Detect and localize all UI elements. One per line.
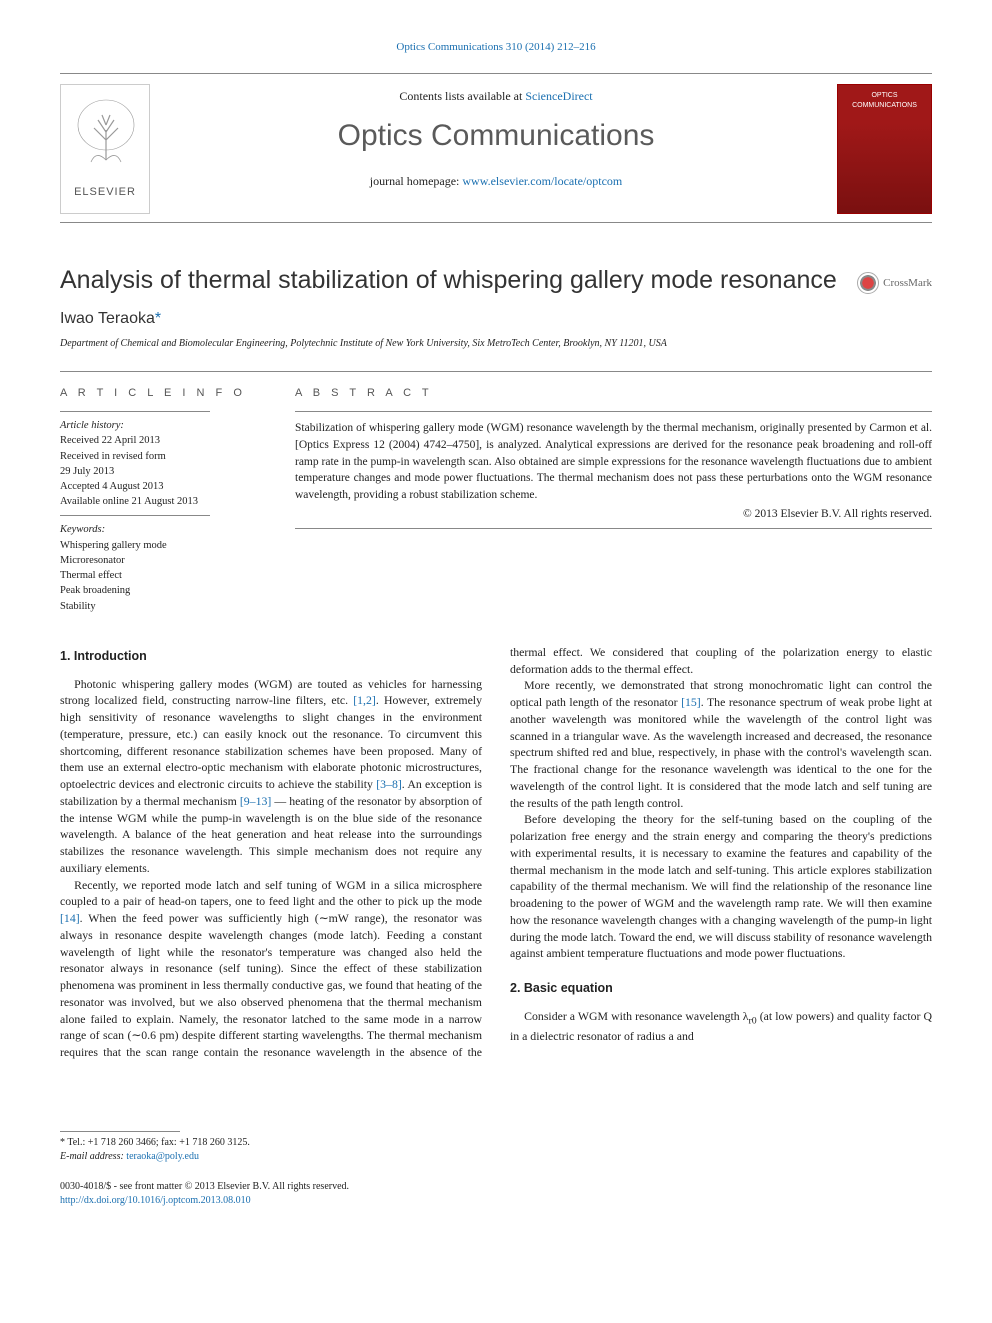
journal-header: ELSEVIER Contents lists available at Sci… xyxy=(60,73,932,223)
keywords-label: Keywords: xyxy=(60,522,265,537)
doi-link[interactable]: http://dx.doi.org/10.1016/j.optcom.2013.… xyxy=(60,1195,251,1206)
footnote-marker: * xyxy=(60,1137,65,1148)
info-rule-1 xyxy=(60,411,210,412)
keywords-block: Keywords: Whispering gallery mode Micror… xyxy=(60,522,265,613)
cover-title-line2: COMMUNICATIONS xyxy=(838,101,931,111)
abstract-copyright: © 2013 Elsevier B.V. All rights reserved… xyxy=(295,506,932,522)
keyword: Microresonator xyxy=(60,553,265,568)
paragraph: Consider a WGM with resonance wavelength… xyxy=(510,1008,932,1045)
cover-title-line1: OPTICS xyxy=(838,91,931,101)
crossmark-icon xyxy=(857,272,879,294)
section-1-title: 1. Introduction xyxy=(60,648,482,666)
revised-date-l2: 29 July 2013 xyxy=(60,464,265,479)
footnote-tel: Tel.: +1 718 260 3466; fax: +1 718 260 3… xyxy=(67,1137,250,1148)
abstract-text: Stabilization of whispering gallery mode… xyxy=(295,420,932,503)
citation-link[interactable]: [1,2] xyxy=(353,693,376,707)
author-name: Iwao Teraoka xyxy=(60,310,155,327)
article-history: Article history: Received 22 April 2013 … xyxy=(60,418,265,509)
header-center: Contents lists available at ScienceDirec… xyxy=(180,88,812,190)
citation-link[interactable]: [15] xyxy=(681,695,701,709)
body-text: Recently, we reported mode latch and sel… xyxy=(60,878,482,909)
abstract-heading: A B S T R A C T xyxy=(295,386,932,401)
history-label: Article history: xyxy=(60,418,265,433)
abstract-column: A B S T R A C T Stabilization of whisper… xyxy=(295,386,932,620)
revised-date-l1: Received in revised form xyxy=(60,449,265,464)
crossmark-badge[interactable]: CrossMark xyxy=(857,272,932,294)
email-label: E-mail address: xyxy=(60,1151,126,1162)
elsevier-name: ELSEVIER xyxy=(61,185,149,200)
accepted-date: Accepted 4 August 2013 xyxy=(60,479,265,494)
affiliation: Department of Chemical and Biomolecular … xyxy=(60,337,932,351)
homepage-link[interactable]: www.elsevier.com/locate/optcom xyxy=(462,174,622,188)
journal-cover-thumbnail[interactable]: OPTICS COMMUNICATIONS xyxy=(837,84,932,214)
paragraph: Photonic whispering gallery modes (WGM) … xyxy=(60,676,482,877)
homepage-prefix: journal homepage: xyxy=(370,174,463,188)
footnote-rule xyxy=(60,1131,180,1132)
authors-line: Iwao Teraoka* xyxy=(60,308,932,330)
received-date: Received 22 April 2013 xyxy=(60,433,265,448)
citation-link[interactable]: [9–13] xyxy=(240,794,271,808)
info-abstract-row: A R T I C L E I N F O Article history: R… xyxy=(60,371,932,620)
elsevier-tree-icon xyxy=(61,85,151,185)
crossmark-label: CrossMark xyxy=(883,276,932,291)
paragraph: More recently, we demonstrated that stro… xyxy=(510,677,932,811)
issn-text: 0030-4018/$ - see front matter © 2013 El… xyxy=(60,1181,349,1192)
corresponding-footnote: * Tel.: +1 718 260 3466; fax: +1 718 260… xyxy=(60,1136,932,1164)
corresponding-author-marker[interactable]: * xyxy=(155,310,161,327)
page-range-text[interactable]: Optics Communications 310 (2014) 212–216 xyxy=(396,41,595,53)
keyword: Peak broadening xyxy=(60,583,265,598)
body-text: Consider a WGM with resonance wavelength… xyxy=(524,1009,748,1023)
section-2-title: 2. Basic equation xyxy=(510,980,932,998)
online-date: Available online 21 August 2013 xyxy=(60,494,265,509)
body-text: . The resonance spectrum of weak probe l… xyxy=(510,695,932,810)
subscript: r0 xyxy=(748,1015,756,1026)
page-range-link[interactable]: Optics Communications 310 (2014) 212–216 xyxy=(60,40,932,55)
citation-link[interactable]: [14] xyxy=(60,911,80,925)
abstract-rule-bottom xyxy=(295,528,932,529)
imprint-block: 0030-4018/$ - see front matter © 2013 El… xyxy=(60,1180,932,1208)
keyword: Whispering gallery mode xyxy=(60,538,265,553)
keyword: Stability xyxy=(60,599,265,614)
paragraph: Before developing the theory for the sel… xyxy=(510,811,932,962)
journal-title: Optics Communications xyxy=(180,115,812,157)
email-link[interactable]: teraoka@poly.edu xyxy=(126,1151,199,1162)
homepage-line: journal homepage: www.elsevier.com/locat… xyxy=(180,173,812,190)
contents-line: Contents lists available at ScienceDirec… xyxy=(180,88,812,105)
contents-prefix: Contents lists available at xyxy=(399,89,525,103)
article-info-heading: A R T I C L E I N F O xyxy=(60,386,265,401)
article-title: Analysis of thermal stabilization of whi… xyxy=(60,263,932,298)
elsevier-logo[interactable]: ELSEVIER xyxy=(60,84,150,214)
citation-link[interactable]: [3–8] xyxy=(376,777,402,791)
article-info-column: A R T I C L E I N F O Article history: R… xyxy=(60,386,265,620)
sciencedirect-link[interactable]: ScienceDirect xyxy=(525,89,592,103)
info-rule-2 xyxy=(60,515,210,516)
body-columns: 1. Introduction Photonic whispering gall… xyxy=(60,644,932,1061)
keyword: Thermal effect xyxy=(60,568,265,583)
abstract-rule xyxy=(295,411,932,412)
